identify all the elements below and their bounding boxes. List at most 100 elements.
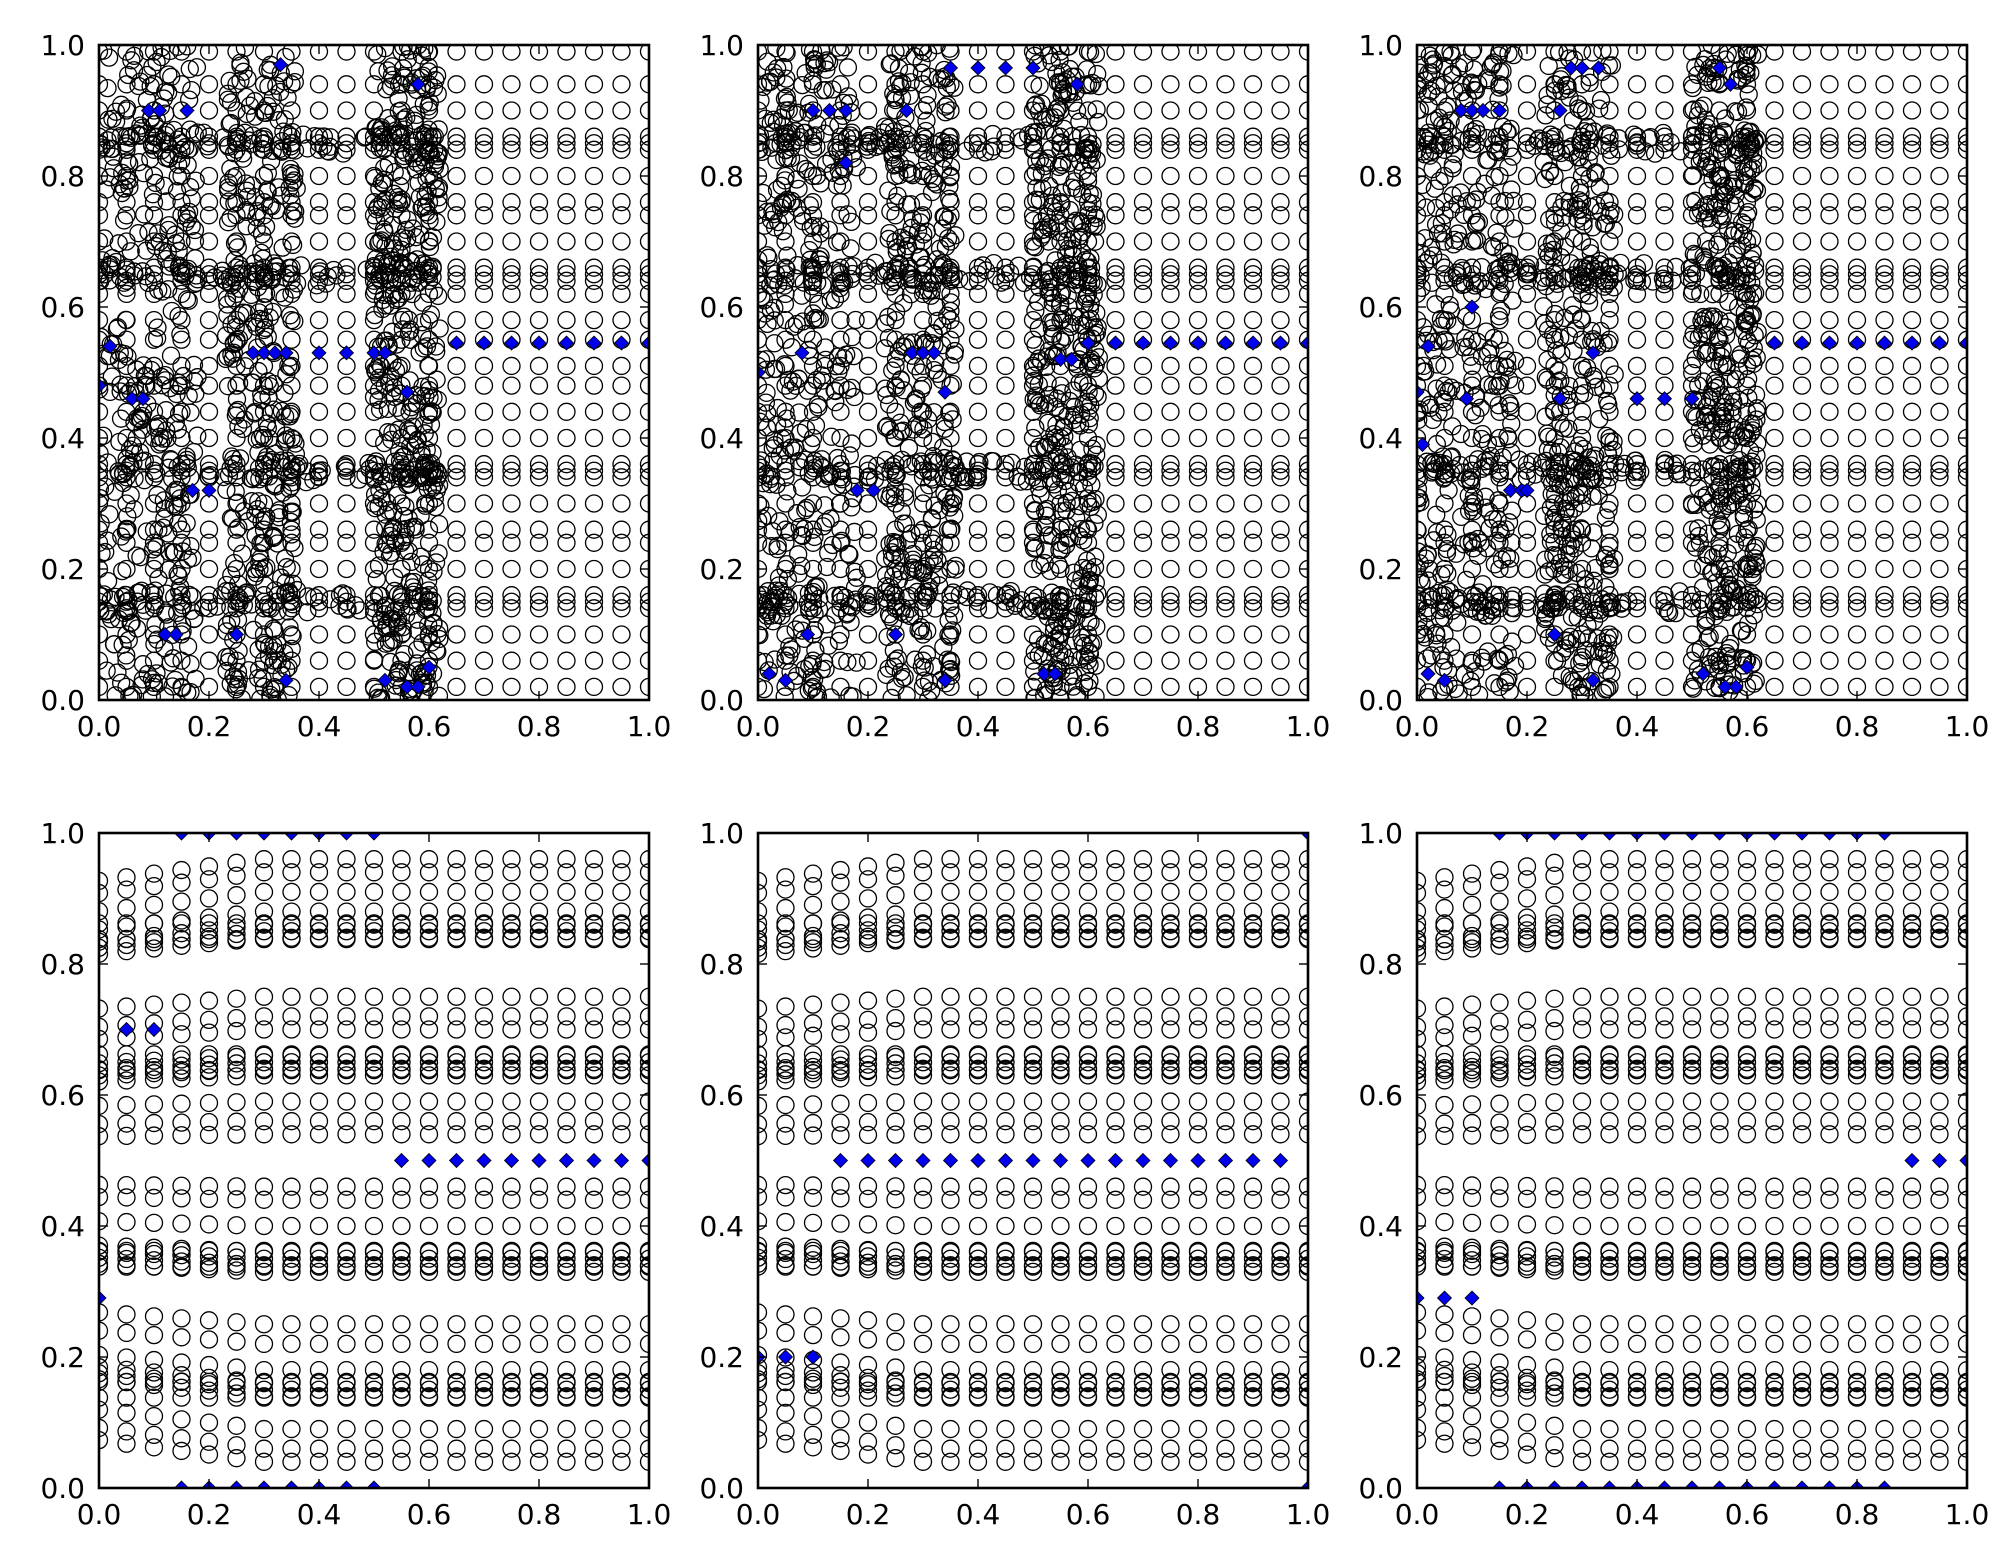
circle-point (447, 134, 466, 153)
circle-point (416, 143, 435, 162)
circle-point (230, 449, 250, 468)
circle-point (1041, 283, 1060, 303)
circle-point (1792, 533, 1812, 552)
circle-point (639, 494, 649, 513)
circle-point (309, 520, 329, 539)
circle-point (1820, 284, 1839, 304)
circle-point (99, 284, 109, 304)
circle-point (1188, 651, 1208, 670)
circle-point (416, 186, 435, 206)
circle-point (812, 458, 832, 477)
circle-point (1042, 319, 1062, 338)
circle-point (790, 451, 809, 471)
circle-point (369, 683, 388, 700)
circle-point (976, 261, 996, 280)
circle-point (384, 378, 404, 397)
circle-point (1930, 599, 1949, 618)
circle-point (99, 494, 109, 513)
circle-point (797, 324, 816, 343)
circle-point (153, 132, 172, 151)
circle-point (858, 520, 878, 539)
circle-point (1030, 437, 1049, 456)
circle-point (840, 686, 859, 700)
circle-point (370, 138, 389, 158)
circle-point (447, 599, 466, 618)
circle-point (1875, 455, 1894, 474)
circle-point (1765, 651, 1784, 670)
x-tick-label: 0.8 (517, 710, 562, 743)
circle-point (765, 298, 784, 318)
circle-point (268, 534, 287, 553)
circle-point (858, 193, 878, 212)
circle-point (1930, 592, 1949, 611)
circle-point (767, 415, 787, 434)
circle-point (1079, 382, 1098, 401)
circle-point (389, 420, 408, 439)
circle-point (102, 139, 121, 158)
circle-point (858, 284, 878, 304)
circle-point (758, 206, 768, 225)
circle-point (429, 686, 449, 700)
circle-point (384, 284, 404, 304)
circle-point (817, 557, 837, 577)
circle-point (815, 496, 834, 515)
circle-point (99, 330, 109, 349)
circle-point (1820, 592, 1839, 611)
circle-point (758, 376, 768, 395)
circle-point (834, 349, 854, 368)
circle-point (270, 82, 290, 102)
circle-point (885, 487, 904, 506)
circle-point (270, 139, 289, 159)
circle-point (1188, 193, 1208, 212)
circle-point (275, 288, 294, 307)
circle-point (1025, 688, 1044, 700)
circle-point (1627, 651, 1647, 670)
circle-point (231, 306, 250, 325)
circle-point (285, 62, 305, 81)
circle-point (149, 569, 168, 588)
circle-point (877, 582, 896, 602)
circle-point (1517, 330, 1537, 349)
circle-point (124, 453, 143, 472)
circle-point (1216, 232, 1235, 251)
circle-point (1161, 533, 1180, 552)
circle-point (1435, 520, 1454, 539)
circle-point (798, 381, 817, 400)
circle-point (1133, 75, 1153, 94)
circle-point (557, 533, 576, 552)
circle-point (1031, 228, 1051, 247)
circle-point (282, 533, 301, 552)
circle-point (219, 137, 238, 156)
circle-point (802, 257, 821, 277)
circle-point (247, 317, 266, 336)
circle-point (808, 115, 827, 134)
circle-point (365, 168, 385, 188)
circle-point (1106, 520, 1125, 539)
circle-point (1517, 520, 1537, 539)
circle-point (797, 498, 816, 518)
circle-point (267, 201, 286, 220)
circle-point (1930, 284, 1949, 304)
circle-point (400, 402, 419, 422)
circle-point (1133, 127, 1153, 146)
circle-point (827, 233, 847, 252)
circle-point (281, 512, 301, 532)
circle-point (639, 455, 649, 474)
circle-point (1902, 428, 1922, 448)
circle-point (155, 365, 175, 385)
circle-point (1216, 468, 1235, 487)
circle-point (584, 232, 604, 251)
circle-point (99, 533, 109, 552)
circle-point (1271, 651, 1290, 670)
diamond-point (898, 102, 915, 119)
circle-point (207, 597, 226, 616)
circle-point (899, 225, 919, 245)
circle-point (502, 677, 521, 697)
circle-point (885, 88, 905, 108)
circle-point (803, 494, 823, 513)
circle-point (788, 256, 807, 275)
circle-point (802, 434, 821, 453)
circle-point (584, 677, 604, 697)
circle-point (1133, 520, 1153, 539)
circle-point (1133, 45, 1153, 61)
